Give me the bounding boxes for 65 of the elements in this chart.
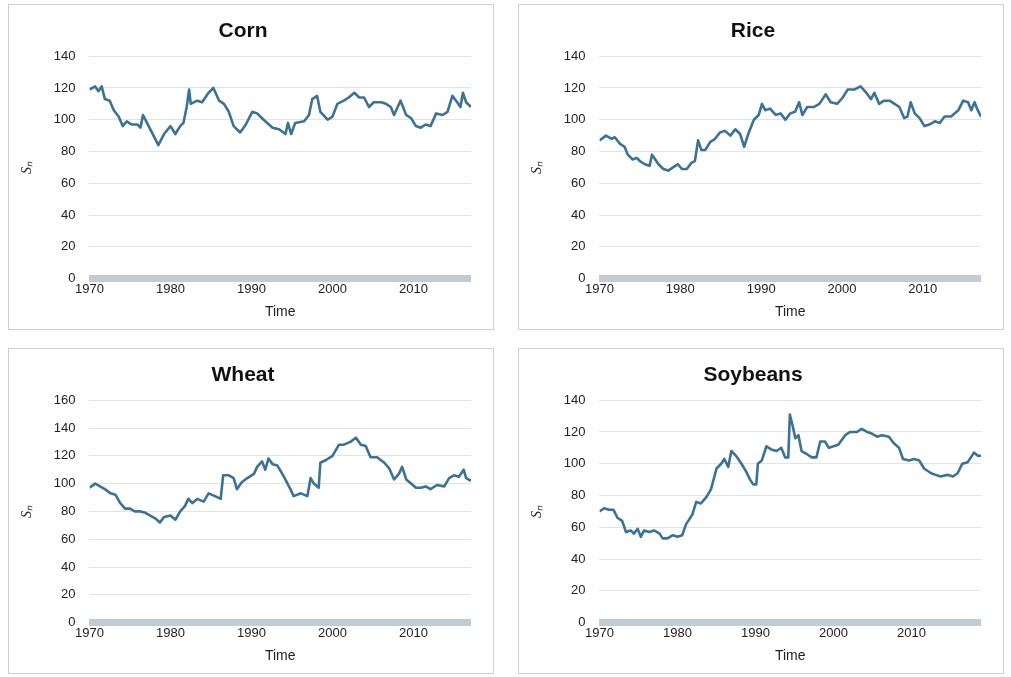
chart-title: Soybeans <box>703 362 803 386</box>
y-tick-label: 100 <box>53 475 76 491</box>
x-axis-title: Time <box>774 303 806 320</box>
y-axis-title: Sₙ <box>19 160 35 174</box>
y-tick-label: 120 <box>53 79 76 95</box>
y-tick-label: 100 <box>563 455 586 471</box>
x-tick-label: 2000 <box>318 624 347 640</box>
y-tick-label: 60 <box>571 174 586 190</box>
x-tick-label: 2010 <box>399 624 428 640</box>
y-tick-label: 100 <box>563 111 586 127</box>
y-tick-label: 0 <box>68 614 76 630</box>
chart-title: Wheat <box>211 362 275 386</box>
y-tick-label: 80 <box>571 143 586 159</box>
y-tick-label: 40 <box>61 558 76 574</box>
y-tick-label: 60 <box>571 518 586 534</box>
x-tick-label: 1980 <box>663 624 692 640</box>
y-tick-label: 100 <box>53 111 76 127</box>
x-tick-label: 2000 <box>318 280 347 296</box>
y-tick-label: 20 <box>571 582 586 598</box>
x-tick-label: 1990 <box>746 280 776 296</box>
x-tick-label: 1970 <box>75 280 104 296</box>
chart-title: Rice <box>730 18 776 42</box>
x-axis-title: Time <box>774 647 806 664</box>
x-tick-label: 1970 <box>585 280 614 296</box>
y-tick-label: 0 <box>578 270 586 286</box>
y-tick-label: 120 <box>563 79 586 95</box>
x-tick-label: 1990 <box>237 280 266 296</box>
y-tick-label: 140 <box>563 391 586 407</box>
x-tick-label: 1980 <box>156 624 185 640</box>
y-axis-title: Sₙ <box>529 160 545 174</box>
y-tick-label: 20 <box>61 238 76 254</box>
y-tick-label: 80 <box>571 487 586 503</box>
x-tick-label: 1990 <box>741 624 770 640</box>
y-tick-label: 0 <box>578 614 586 630</box>
x-tick-label: 2000 <box>819 624 849 640</box>
y-tick-label: 140 <box>53 47 76 63</box>
y-tick-label: 40 <box>571 206 586 222</box>
y-tick-label: 120 <box>53 447 76 463</box>
x-axis-title: Time <box>264 647 296 664</box>
y-tick-label: 60 <box>61 530 76 546</box>
y-tick-label: 0 <box>68 270 76 286</box>
y-tick-label: 80 <box>61 143 76 159</box>
y-tick-label: 40 <box>571 550 586 566</box>
y-tick-label: 140 <box>53 419 76 435</box>
y-tick-label: 20 <box>61 586 76 602</box>
y-tick-label: 20 <box>571 238 586 254</box>
y-tick-label: 120 <box>563 423 586 439</box>
y-tick-label: 160 <box>53 391 76 407</box>
x-tick-label: 2010 <box>908 280 938 296</box>
x-tick-label: 2010 <box>399 280 428 296</box>
x-tick-label: 1970 <box>75 624 104 640</box>
y-tick-label: 140 <box>563 47 586 63</box>
y-tick-label: 60 <box>61 174 76 190</box>
x-tick-label: 2010 <box>897 624 927 640</box>
x-axis-title: Time <box>264 303 296 320</box>
y-tick-label: 40 <box>61 206 76 222</box>
y-tick-label: 80 <box>61 502 76 518</box>
y-axis-title: Sₙ <box>529 504 545 518</box>
x-tick-label: 1990 <box>237 624 266 640</box>
chart-title: Corn <box>218 18 268 42</box>
x-tick-label: 1980 <box>156 280 185 296</box>
x-tick-label: 1970 <box>585 624 614 640</box>
y-axis-title: Sₙ <box>19 504 35 518</box>
x-tick-label: 2000 <box>827 280 857 296</box>
x-tick-label: 1980 <box>665 280 695 296</box>
